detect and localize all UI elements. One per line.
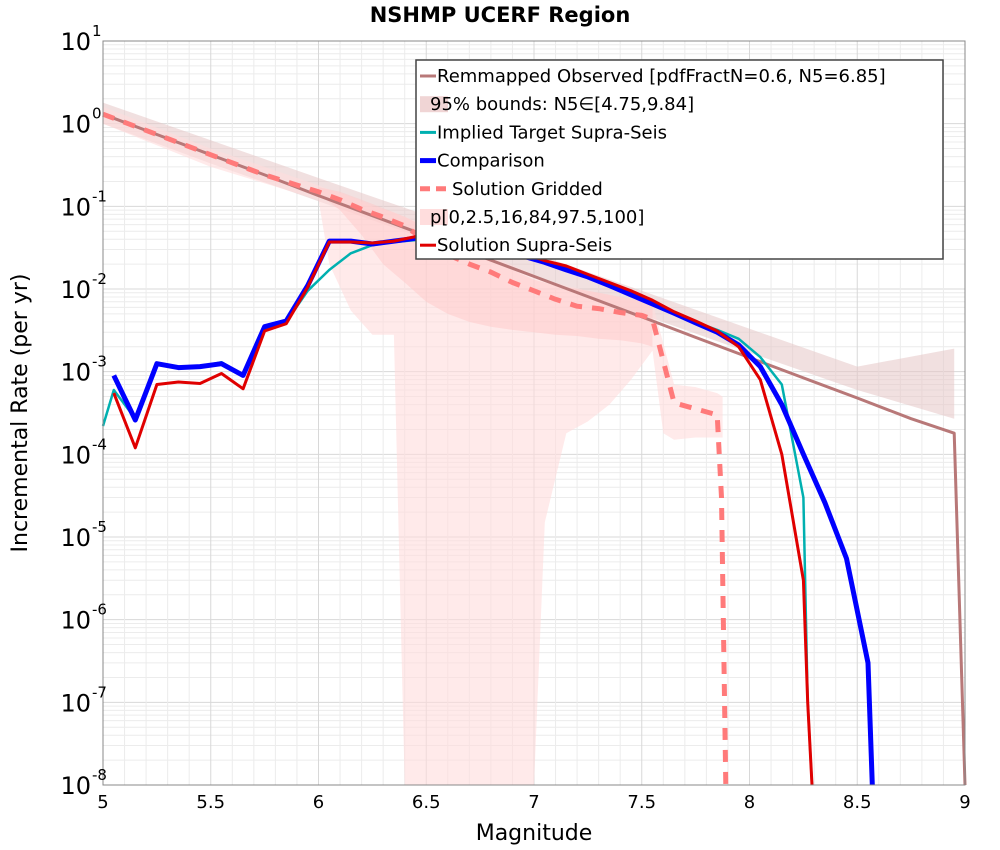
x-tick-label: 6: [313, 792, 324, 813]
y-tick-label: 10 -4: [60, 435, 107, 469]
y-tick-label: 10 -6: [60, 601, 107, 635]
legend-item: 95% bounds: N5∈[4.75,9.84]: [420, 94, 694, 115]
y-tick-exponent: 0: [92, 105, 102, 123]
y-tick-exponent: -5: [92, 518, 107, 536]
y-tick-exponent: -1: [92, 187, 107, 205]
y-tick-label: 10 -7: [60, 683, 107, 717]
legend-label: 95% bounds: N5∈[4.75,9.84]: [430, 94, 694, 115]
y-tick-label: 10 0: [60, 105, 101, 139]
legend-label: p[0,2.5,16,84,97.5,100]: [430, 207, 644, 228]
y-tick-base: 10: [60, 193, 91, 221]
x-tick-label: 5: [97, 792, 108, 813]
x-tick-label: 7.5: [627, 792, 656, 813]
legend-label: Comparison: [437, 151, 545, 172]
y-tick-base: 10: [60, 111, 91, 139]
legend-item: p[0,2.5,16,84,97.5,100]: [420, 207, 644, 228]
x-tick-label: 8.5: [843, 792, 872, 813]
y-tick-label: 10 -5: [60, 518, 107, 552]
legend-item: Comparison: [420, 151, 545, 172]
chart-title: NSHMP UCERF Region: [370, 3, 631, 27]
y-tick-base: 10: [60, 441, 91, 469]
legend-swatch: [420, 96, 448, 113]
legend: Remmapped Observed [pdfFractN=0.6, N5=6.…: [415, 59, 944, 260]
y-tick-label: 10 -1: [60, 187, 107, 221]
y-tick-label: 10 -3: [60, 353, 107, 387]
y-tick-base: 10: [60, 359, 91, 387]
series-solution-gridded: [102, 111, 729, 786]
x-tick-label: 8: [744, 792, 755, 813]
y-tick-base: 10: [60, 607, 91, 635]
plot-frame: [102, 40, 966, 786]
x-tick-label: 9: [959, 792, 970, 813]
y-axis-label: Incremental Rate (per yr): [8, 274, 33, 553]
legend-item: Solution Gridded: [420, 179, 603, 200]
y-tick-exponent: 1: [92, 22, 102, 40]
x-axis-ticks: 5 5.5 6 6.5 7 7.5 8 8.5 9: [97, 792, 970, 813]
y-tick-base: 10: [60, 772, 91, 800]
y-tick-label: 10 -8: [60, 766, 107, 800]
band-p-0-2-5-16-84-97-5-100-outer: [103, 106, 723, 786]
y-tick-exponent: -3: [92, 353, 107, 371]
y-tick-base: 10: [60, 524, 91, 552]
legend-label: Remmapped Observed [pdfFractN=0.6, N5=6.…: [437, 66, 886, 87]
legend-item: Remmapped Observed [pdfFractN=0.6, N5=6.…: [420, 66, 886, 87]
legend-item: Implied Target Supra-Seis: [420, 122, 667, 143]
y-tick-base: 10: [60, 689, 91, 717]
legend-item: Solution Supra-Seis: [420, 235, 612, 256]
legend-box: [415, 59, 944, 260]
x-axis-label: Magnitude: [476, 821, 593, 846]
y-tick-exponent: -4: [92, 435, 107, 453]
legend-label: Solution Gridded: [452, 179, 603, 200]
x-tick-label: 5.5: [196, 792, 225, 813]
y-tick-label: 10 1: [60, 22, 101, 56]
y-tick-exponent: -8: [92, 766, 107, 784]
legend-label: Solution Supra-Seis: [437, 235, 612, 256]
legend-swatch: [420, 209, 448, 225]
y-tick-exponent: -6: [92, 601, 107, 619]
y-tick-label: 10 -2: [60, 270, 107, 304]
y-tick-base: 10: [60, 28, 91, 56]
x-tick-label: 7: [528, 792, 539, 813]
x-tick-label: 6.5: [412, 792, 441, 813]
y-tick-exponent: -2: [92, 270, 107, 288]
y-tick-exponent: -7: [92, 683, 107, 701]
y-tick-base: 10: [60, 276, 91, 304]
legend-label: Implied Target Supra-Seis: [437, 122, 667, 143]
